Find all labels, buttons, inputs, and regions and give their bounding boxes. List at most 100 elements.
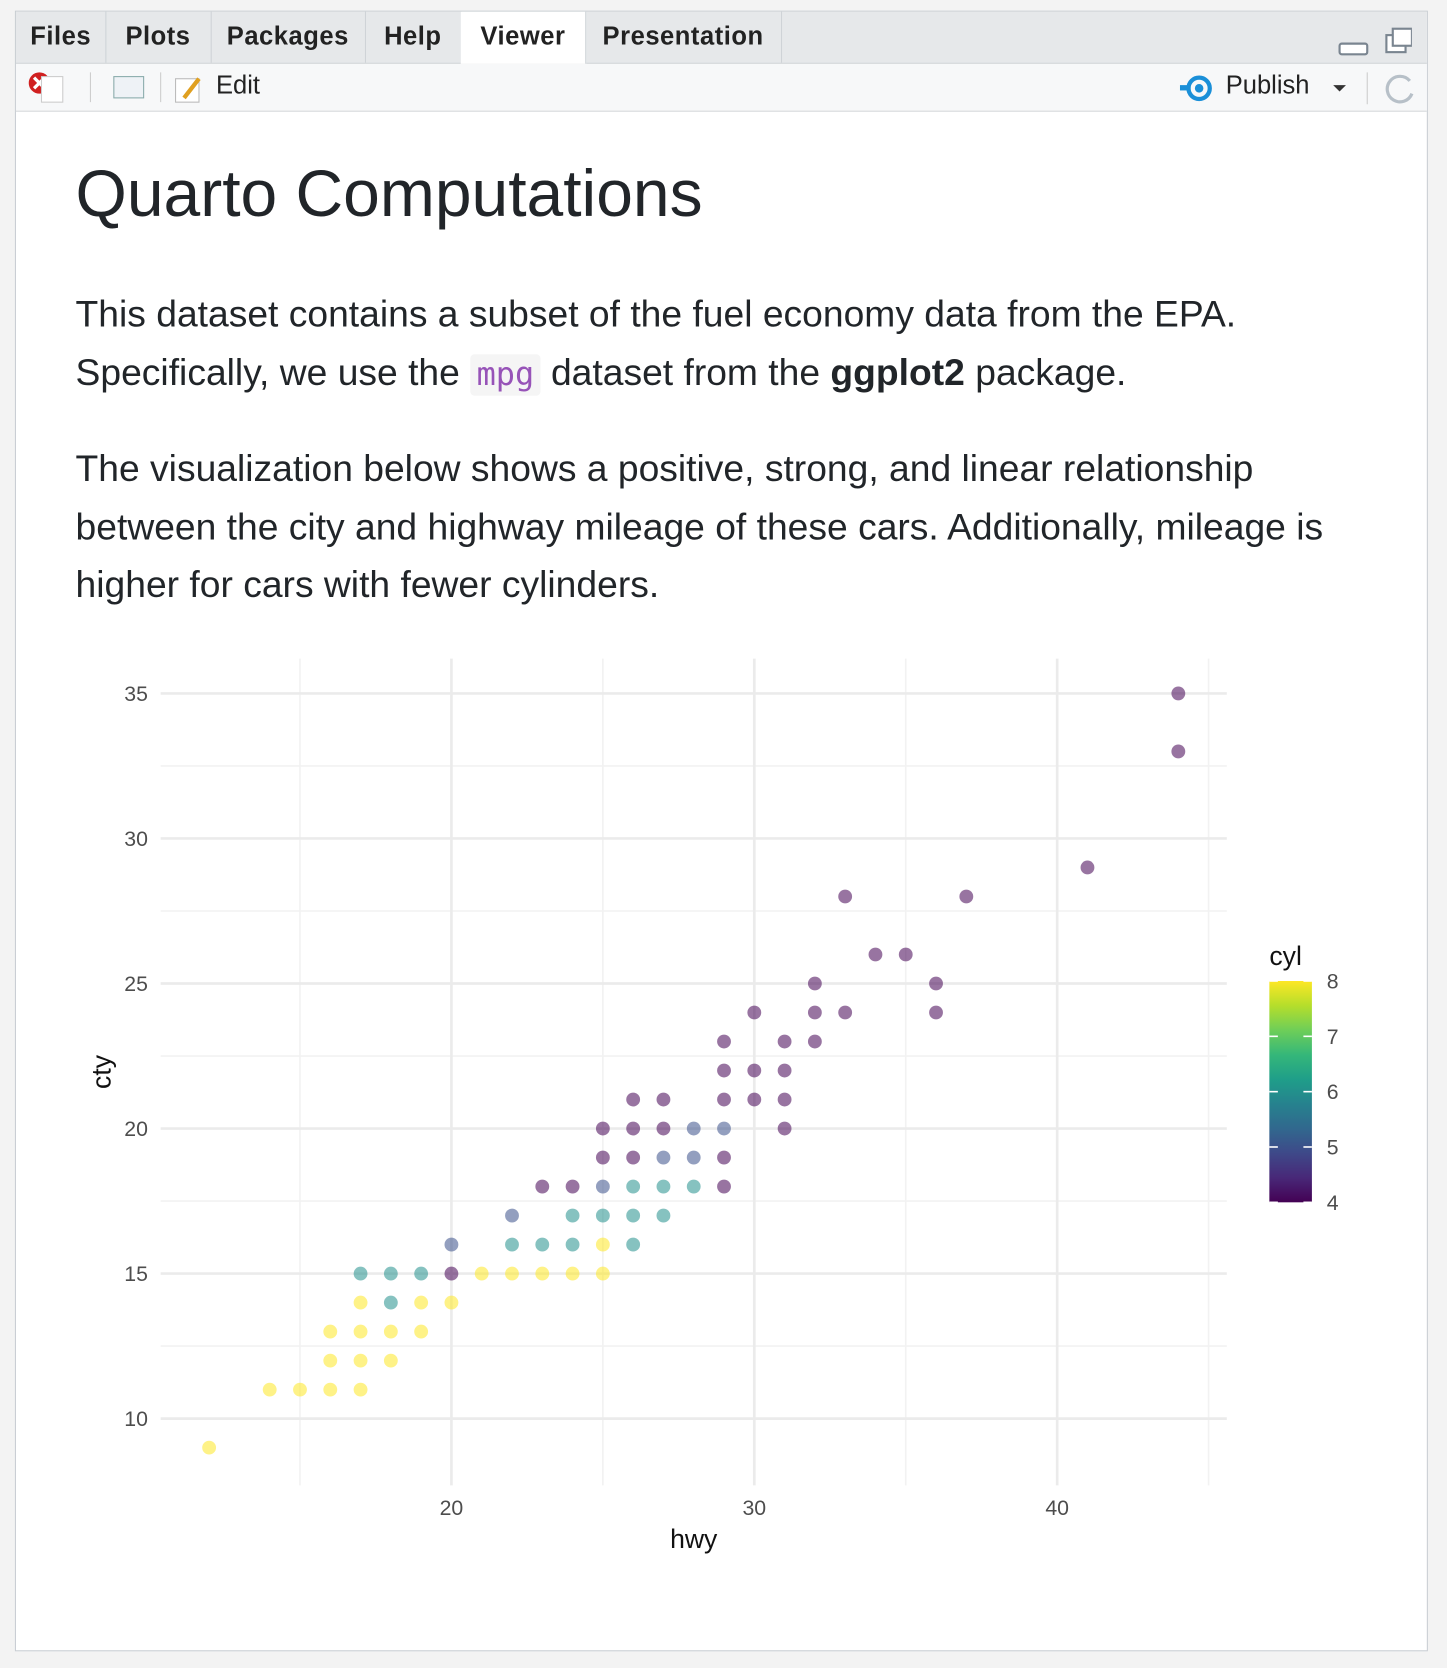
point [353, 1324, 368, 1339]
point [1171, 744, 1186, 759]
y-tick-label: 15 [124, 1262, 148, 1286]
point [626, 1092, 641, 1107]
heading: Quarto Computations [75, 157, 703, 231]
point [807, 1005, 822, 1020]
point [595, 1121, 610, 1136]
edit-button[interactable]: Edit [215, 71, 260, 101]
point [838, 1005, 853, 1020]
point [626, 1208, 641, 1223]
viewer-pane: Files Plots Packages Help Viewer Present… [14, 10, 1428, 1652]
publish-icon [1179, 75, 1212, 102]
point [626, 1150, 641, 1165]
x-tick-label: 30 [742, 1496, 766, 1520]
point [626, 1121, 641, 1136]
y-tick-label: 10 [124, 1407, 148, 1431]
refresh-icon[interactable] [1385, 74, 1414, 104]
point [444, 1295, 459, 1310]
publish-button[interactable]: Publish [1225, 71, 1310, 101]
point [505, 1208, 519, 1223]
point [747, 1063, 762, 1078]
colorbar-tick-label: 4 [1327, 1191, 1339, 1215]
point [807, 1034, 822, 1049]
colorbar-tick-label: 8 [1327, 969, 1339, 993]
point [535, 1237, 550, 1252]
point [565, 1179, 580, 1194]
point [262, 1382, 277, 1397]
tab[interactable]: Presentation [585, 11, 783, 63]
paragraph: This dataset contains a subset of the fu… [76, 286, 1374, 404]
toolbar: Edit Publish [15, 63, 1427, 112]
point [444, 1266, 459, 1281]
point [898, 947, 913, 962]
point [474, 1266, 489, 1281]
point [323, 1353, 338, 1368]
scatter-chart: 20 30 40 10 15 20 25 30 35 hwy cty cyl 4 5 6 7 8 [87, 658, 1339, 1554]
inline-code: mpg [470, 353, 541, 396]
point [353, 1353, 368, 1368]
legend-title: cyl [1269, 941, 1302, 971]
point [777, 1121, 792, 1136]
point [383, 1353, 398, 1368]
toolbar-icons [28, 72, 201, 103]
point [414, 1266, 429, 1281]
point [656, 1121, 671, 1136]
colorbar-tick-label: 6 [1327, 1080, 1339, 1104]
point [959, 889, 974, 904]
toolbar-right-icons [1333, 72, 1414, 105]
tab[interactable]: Packages [211, 11, 367, 63]
point [777, 1034, 792, 1049]
publish-dropdown[interactable] [1333, 85, 1346, 92]
point [656, 1179, 671, 1194]
point [717, 1179, 731, 1194]
tab[interactable]: Files [16, 11, 107, 63]
point [353, 1382, 368, 1397]
colorbar-tick-label: 7 [1327, 1025, 1339, 1049]
x-tick-label: 20 [440, 1496, 464, 1520]
point [807, 976, 822, 991]
point [444, 1237, 459, 1252]
colorbar-tick-label: 5 [1327, 1135, 1339, 1159]
point [777, 1063, 792, 1078]
popout-icon[interactable] [113, 76, 145, 99]
tab[interactable]: Viewer [460, 11, 587, 64]
point [595, 1237, 610, 1252]
text: This dataset contains a subset of the fu… [75, 293, 1237, 394]
point [323, 1382, 338, 1397]
point [565, 1266, 580, 1281]
point [505, 1266, 519, 1281]
pane-controls[interactable] [1335, 24, 1412, 58]
point [777, 1092, 792, 1107]
point [383, 1295, 398, 1310]
point [595, 1150, 610, 1165]
point [535, 1179, 550, 1194]
point [717, 1150, 731, 1165]
y-tick-label: 20 [124, 1117, 148, 1141]
point [838, 889, 853, 904]
point [353, 1266, 368, 1281]
y-tick-label: 35 [124, 682, 148, 706]
point [929, 1005, 943, 1020]
x-axis-title: hwy [670, 1524, 718, 1554]
tab[interactable]: Plots [105, 11, 212, 63]
tab-bar: Files Plots Packages Help Viewer Present… [15, 11, 1427, 64]
y-tick-label: 25 [124, 972, 148, 996]
point [717, 1034, 731, 1049]
point [595, 1266, 610, 1281]
point [717, 1063, 731, 1078]
point [717, 1092, 731, 1107]
point [202, 1440, 217, 1455]
point [1171, 686, 1186, 701]
point [747, 1005, 762, 1020]
point [535, 1266, 550, 1281]
point [656, 1092, 671, 1107]
point [686, 1121, 701, 1136]
point [383, 1324, 398, 1339]
point [656, 1150, 671, 1165]
point [414, 1295, 429, 1310]
point [717, 1121, 731, 1136]
point [505, 1237, 519, 1252]
bold-text: ggplot2 [830, 351, 965, 394]
point [929, 976, 943, 991]
